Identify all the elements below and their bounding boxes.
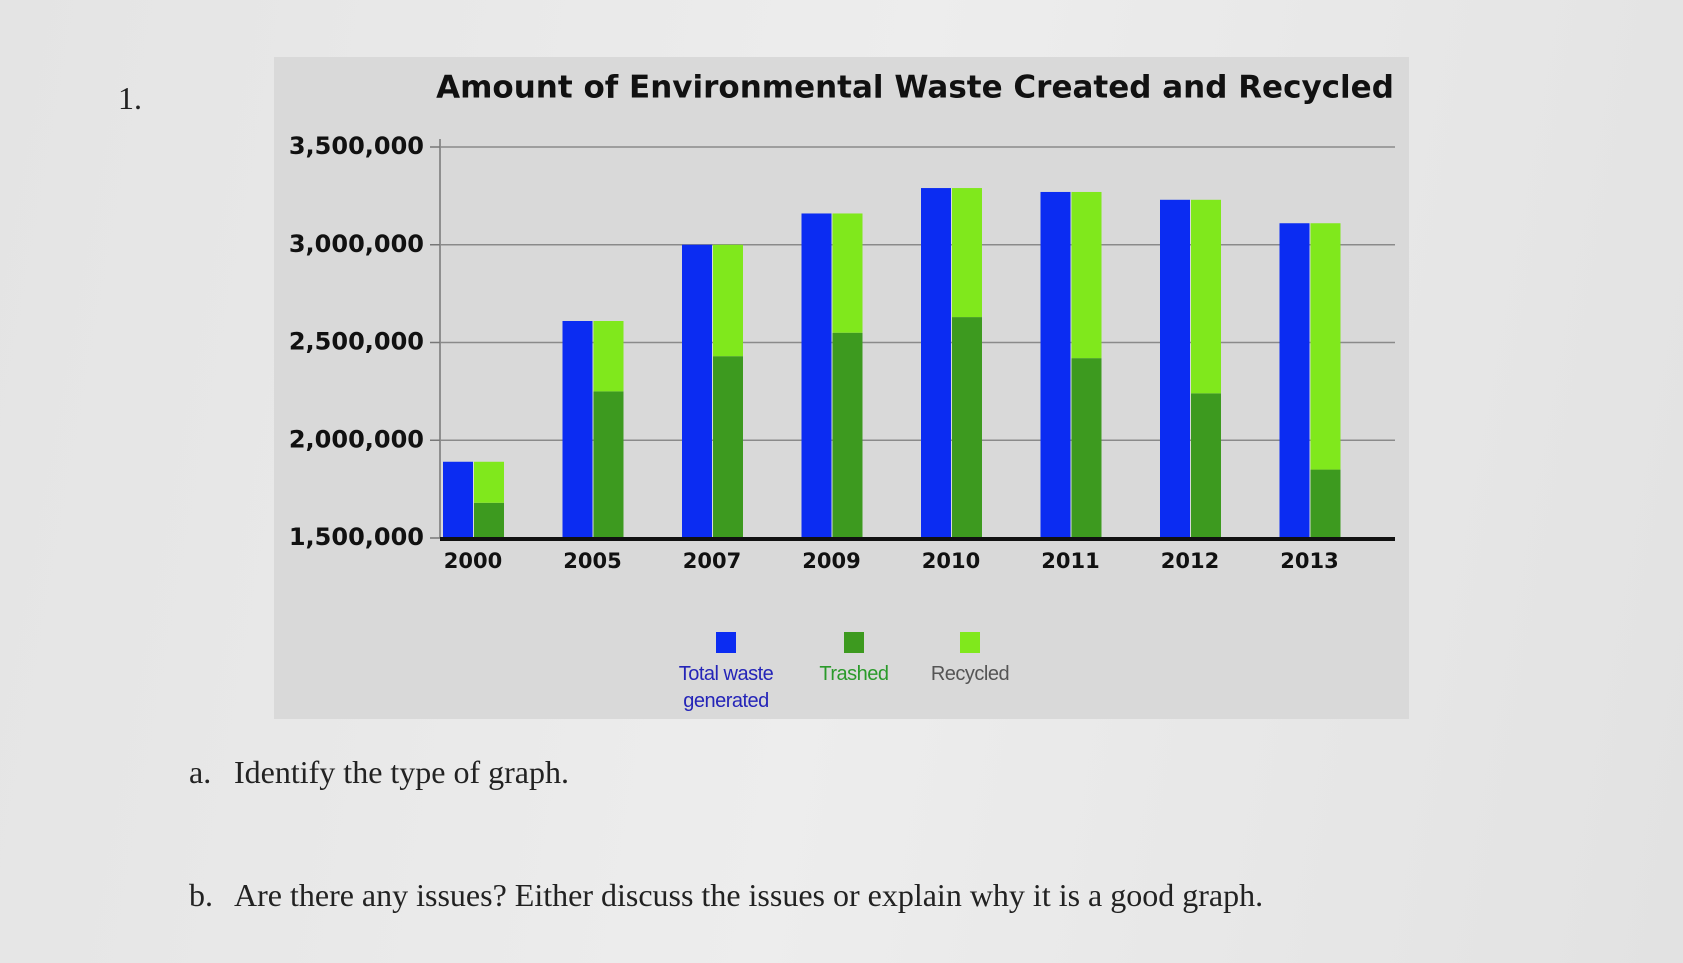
x-tick-label: 2011 [1041, 549, 1099, 573]
x-tick-label: 2010 [922, 549, 980, 573]
bar-segment [474, 502, 504, 538]
x-tick-label: 2009 [802, 549, 860, 573]
x-tick-label: 2012 [1161, 549, 1219, 573]
bar-segment [1071, 358, 1102, 538]
bar-segment [952, 317, 982, 538]
y-tick-label: 3,500,000 [289, 132, 424, 160]
legend-swatch [844, 632, 864, 653]
y-tick-label: 3,000,000 [289, 230, 424, 258]
legend-swatch [716, 632, 736, 653]
y-tick-label: 2,000,000 [289, 425, 424, 453]
x-tick-label: 2005 [563, 549, 621, 573]
bar [921, 188, 951, 538]
chart-title: Amount of Environmental Waste Created an… [436, 70, 1394, 106]
bar-segment [474, 461, 504, 503]
bar-segment [832, 213, 863, 333]
question-text: Are there any issues? Either discuss the… [234, 877, 1264, 913]
y-tick-label: 2,500,000 [289, 328, 424, 356]
bar-segment [952, 188, 982, 318]
bar [801, 213, 832, 538]
bar [562, 320, 593, 538]
legend-swatch [960, 632, 980, 653]
bar [1040, 191, 1071, 538]
bar-segment [1191, 393, 1221, 538]
bar [1279, 223, 1310, 538]
bar-segment [713, 244, 743, 357]
bar-segment [1191, 199, 1221, 394]
bar-segment [832, 332, 863, 538]
legend-label: Trashed [819, 663, 889, 685]
bar-segment [1071, 191, 1102, 359]
bar-segment [1310, 469, 1341, 538]
question-label: b. [189, 877, 213, 913]
bar [443, 461, 473, 538]
x-tick-label: 2000 [444, 549, 502, 573]
legend-label: Total waste generated [678, 663, 774, 712]
bar [1160, 199, 1190, 538]
question: a. Identify the type of graph. [189, 754, 569, 791]
bar-segment [1310, 223, 1341, 470]
bar-segment [713, 356, 743, 538]
y-tick-label: 1,500,000 [289, 523, 424, 551]
legend-label: Recycled [930, 663, 1010, 685]
x-tick-label: 2013 [1280, 549, 1338, 573]
bar-segment [593, 391, 624, 538]
question-label: a. [189, 754, 212, 790]
question-text: Identify the type of graph. [234, 754, 569, 790]
question: b. Are there any issues? Either discuss t… [189, 877, 1263, 914]
bar [682, 244, 712, 538]
bar-segment [593, 320, 624, 392]
question-number: 1. [118, 80, 142, 116]
x-tick-label: 2007 [683, 549, 741, 573]
